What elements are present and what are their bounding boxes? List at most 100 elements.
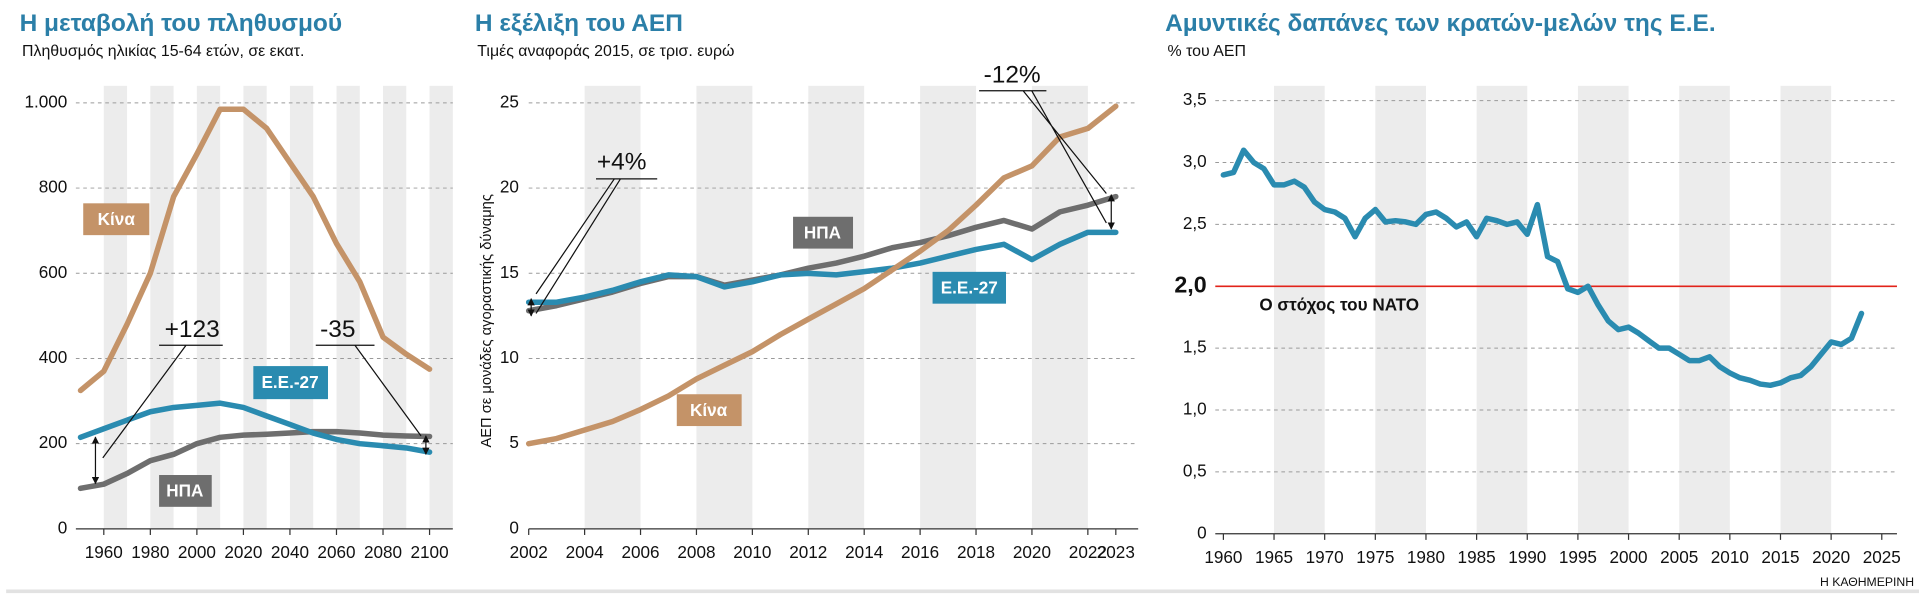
stripe: [1274, 85, 1325, 534]
x-tick-label: 2008: [677, 542, 715, 562]
series-line: [77, 400, 433, 455]
x-tick-label: 2018: [957, 542, 995, 562]
stripe: [1780, 85, 1832, 534]
x-tick-label: 2000: [178, 542, 216, 562]
series-label: Ε.Ε.-27: [941, 278, 998, 298]
stripe: [429, 85, 453, 529]
x-tick-label: 2080: [364, 542, 402, 562]
x-tick-label: 2006: [621, 542, 659, 562]
x-tick-label: 2025: [1863, 547, 1901, 567]
y-tick-label: 1,5: [1183, 337, 1207, 357]
stripe: [1679, 85, 1730, 534]
annotation: +123: [165, 316, 220, 343]
series-line: [525, 229, 1119, 305]
y-tick-label: 0: [509, 517, 519, 537]
y-tick-label: 20: [500, 177, 519, 197]
x-tick-label: 2015: [1761, 547, 1799, 567]
leader: [315, 344, 430, 455]
leader: [527, 178, 658, 317]
y-tick-label: 3,5: [1183, 89, 1207, 109]
series-label: Κίνα: [98, 209, 136, 229]
x-tick-label: 2040: [271, 542, 309, 562]
x-tick-label: 2020: [1812, 547, 1850, 567]
series-label-box: [83, 203, 150, 236]
y-tick-label: 3,0: [1183, 151, 1207, 171]
leader: [91, 344, 223, 485]
chart-title: Η μεταβολή του πληθυσμού: [20, 10, 343, 37]
x-tick-label: 2010: [1711, 547, 1749, 567]
y-tick-label: 1.000: [24, 91, 67, 111]
y-tick-label: 25: [500, 91, 519, 111]
annotation: +4%: [597, 148, 647, 175]
y-tick-label: 1,0: [1183, 399, 1207, 419]
stripe: [696, 85, 753, 529]
x-tick-label: 2012: [789, 542, 827, 562]
x-tick-label: 1970: [1306, 547, 1344, 567]
series-line: [77, 428, 433, 492]
y-tick-label: 0: [1197, 522, 1207, 542]
target-label: 2,0: [1174, 271, 1206, 297]
stripe: [584, 85, 641, 529]
x-tick-label: 2100: [411, 542, 449, 562]
chart-title: Αμυντικές δαπάνες των κρατών-μελών της Ε…: [1165, 10, 1716, 37]
x-tick-label: 2020: [224, 542, 262, 562]
series-label: Κίνα: [690, 400, 728, 420]
stripe: [289, 85, 314, 529]
y-axis-label: ΑΕΠ σε μονάδες αγοραστικής δύναμης: [479, 194, 495, 447]
target-text: Ο στόχος του ΝΑΤΟ: [1259, 294, 1419, 314]
stripe: [336, 85, 360, 529]
stripe: [1031, 85, 1088, 529]
series-label-box: [676, 394, 742, 427]
stripe: [103, 85, 128, 529]
y-tick-label: 200: [39, 432, 68, 452]
y-tick-label: 600: [39, 262, 68, 282]
x-tick-label: 2000: [1609, 547, 1647, 567]
y-tick-label: 0,5: [1183, 460, 1207, 480]
stripe: [243, 85, 267, 529]
x-tick-label: 2060: [317, 542, 355, 562]
series-label: ΗΠΑ: [804, 222, 841, 242]
x-tick-label: 2002: [510, 542, 548, 562]
series-line: [1220, 147, 1865, 389]
y-tick-label: 400: [39, 347, 68, 367]
x-tick-label: 1960: [1204, 547, 1242, 567]
series-label-box: [159, 475, 212, 507]
x-tick-label: 2023: [1097, 542, 1135, 562]
chart-subtitle: Τιμές αναφοράς 2015, σε τρισ. ευρώ: [477, 43, 734, 60]
x-tick-label: 1985: [1458, 547, 1496, 567]
stripe: [150, 85, 174, 529]
chart-subtitle: % του ΑΕΠ: [1168, 43, 1246, 60]
x-tick-label: 1975: [1356, 547, 1394, 567]
stripe: [808, 85, 865, 529]
x-tick-label: 2020: [1013, 542, 1051, 562]
y-tick-label: 2,5: [1183, 213, 1207, 233]
y-tick-label: 10: [500, 347, 519, 367]
annotation: -12%: [984, 62, 1041, 89]
series-label: ΗΠΑ: [166, 481, 203, 501]
y-tick-label: 5: [509, 432, 519, 452]
x-tick-label: 2022: [1069, 542, 1107, 562]
series-label-box: [253, 366, 328, 400]
x-tick-label: 1990: [1508, 547, 1546, 567]
series-line: [77, 106, 433, 394]
x-tick-label: 1980: [1407, 547, 1445, 567]
chart-title: Η εξέλιξη του ΑΕΠ: [475, 10, 683, 37]
series-label: Ε.Ε.-27: [261, 372, 318, 392]
series-line: [525, 103, 1119, 447]
stripe: [1476, 85, 1528, 534]
y-tick-label: 15: [500, 262, 519, 282]
stripe: [196, 85, 221, 529]
x-tick-label: 2005: [1660, 547, 1698, 567]
source: Η ΚΑΘΗΜΕΡΙΝΗ: [1820, 575, 1914, 589]
x-tick-label: 2004: [566, 542, 605, 562]
leader: [979, 90, 1115, 230]
stripe: [920, 85, 977, 529]
y-tick-label: 0: [58, 517, 68, 537]
stripe: [383, 85, 407, 529]
x-tick-label: 2016: [901, 542, 939, 562]
x-tick-label: 2014: [845, 542, 884, 562]
stripe: [1375, 85, 1426, 534]
series-label-box: [793, 216, 854, 249]
